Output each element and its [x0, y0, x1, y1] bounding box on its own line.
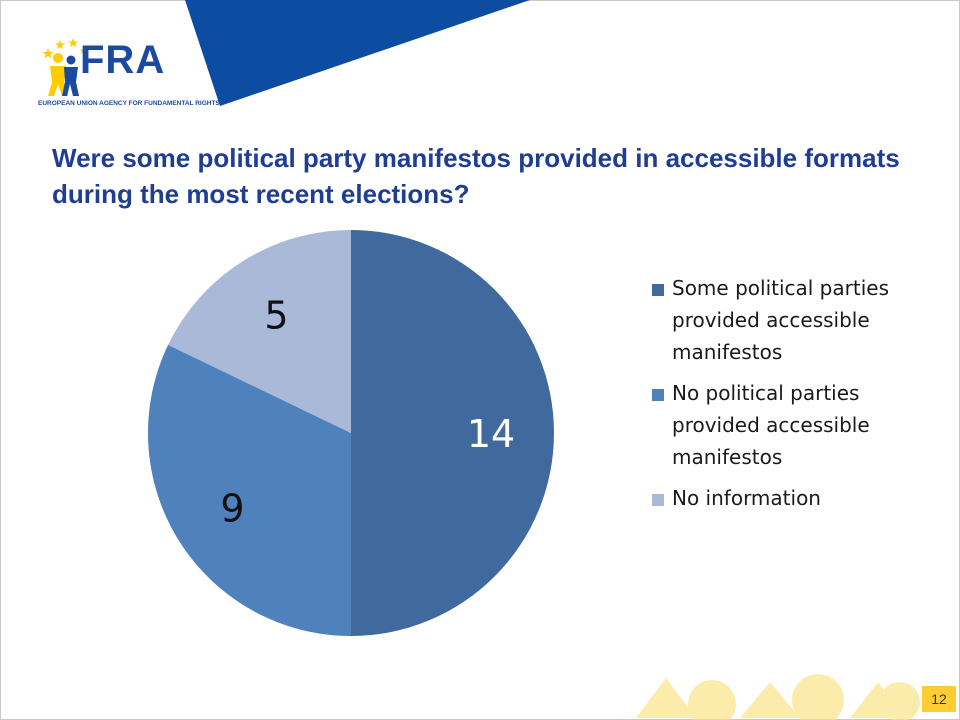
legend-label: Some political parties provided accessib…: [672, 276, 889, 364]
legend-swatch: [652, 284, 664, 296]
fra-emblem-icon: [42, 38, 88, 96]
slide-number: 12: [922, 686, 956, 712]
legend-swatch: [652, 494, 664, 506]
data-label: 9: [220, 486, 244, 530]
data-label: 14: [467, 412, 515, 456]
legend-label: No political parties provided accessible…: [672, 381, 870, 469]
legend-label: No information: [672, 486, 821, 510]
legend-item-some-parties: Some political parties provided accessib…: [652, 272, 922, 368]
footer-decoration: [636, 674, 920, 720]
data-label: 5: [264, 293, 288, 337]
chart-legend: Some political parties provided accessib…: [652, 272, 922, 523]
chart-title: Were some political party manifestos pro…: [52, 143, 900, 209]
slice-no-information: [168, 230, 351, 433]
legend-item-no-information: No information: [652, 482, 922, 514]
logo-text: FRA: [80, 38, 166, 82]
slice-some-parties: [351, 230, 554, 636]
logo-subtitle: EUROPEAN UNION AGENCY FOR FUNDAMENTAL RI…: [38, 100, 220, 107]
banner-shape: [185, 0, 530, 106]
fra-logo: FRA EUROPEAN UNION AGENCY FOR FUNDAMENTA…: [38, 36, 220, 114]
slice-no-parties: [147, 344, 351, 636]
legend-item-no-parties: No political parties provided accessible…: [652, 377, 922, 473]
legend-swatch: [652, 389, 664, 401]
